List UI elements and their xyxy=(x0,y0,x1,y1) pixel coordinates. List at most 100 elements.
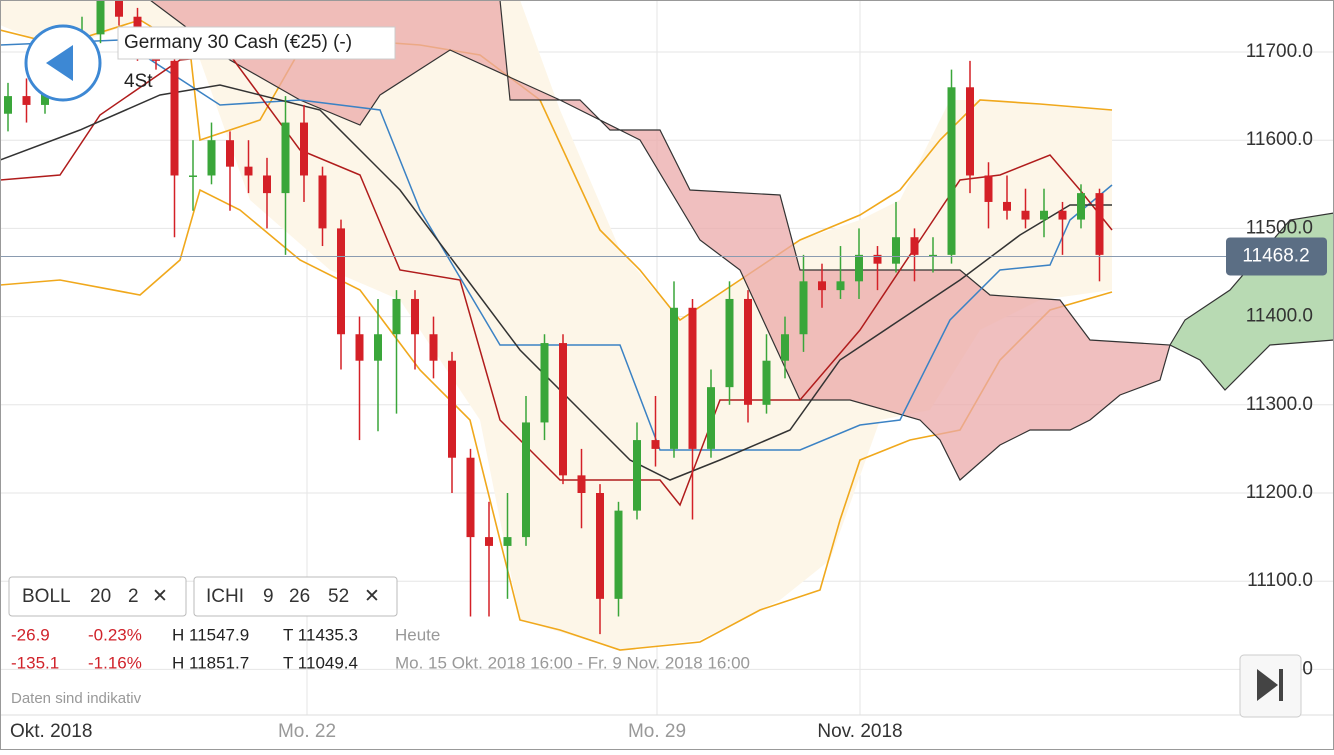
candle-body xyxy=(1003,201,1011,211)
candle-body xyxy=(189,175,197,177)
candle-body xyxy=(466,457,475,538)
y-tick-label: 11400.0 xyxy=(1246,306,1313,327)
y-tick-label: 11600.0 xyxy=(1246,129,1313,150)
y-tick-label: 11700.0 xyxy=(1246,41,1313,62)
candle-body xyxy=(984,175,993,202)
candle-body xyxy=(855,254,863,282)
candles xyxy=(4,0,1104,635)
change: -26.9 xyxy=(11,625,50,644)
candle-body xyxy=(873,254,882,264)
candle-body xyxy=(4,96,12,114)
candle-body xyxy=(281,122,290,194)
chip-name[interactable]: ICHI xyxy=(206,586,244,607)
candle-body xyxy=(115,0,123,17)
change-pct: -0.23% xyxy=(88,625,142,644)
bollinger-band xyxy=(0,0,1112,650)
candle-body xyxy=(744,298,752,405)
chip-name[interactable]: BOLL xyxy=(22,586,71,607)
back-button[interactable] xyxy=(24,24,102,102)
candle-body xyxy=(503,537,512,546)
candle-body xyxy=(781,334,789,361)
candle-body xyxy=(947,87,956,255)
y-axis: 11700.0 11600.0 11500.0 11400.0 11300.0 11200… xyxy=(0,41,1327,679)
title-box xyxy=(117,26,396,60)
candle-body xyxy=(892,237,900,264)
ichimoku-cloud-red xyxy=(149,0,1171,481)
candle-body xyxy=(688,307,697,449)
indicator-chip[interactable]: BOLL 20 2 ✕ xyxy=(8,576,187,617)
candle-body xyxy=(559,343,567,476)
candle-body xyxy=(244,166,253,176)
candle-body xyxy=(1040,210,1048,220)
candle-body xyxy=(633,440,641,511)
candle-body xyxy=(929,254,937,257)
chip-close[interactable]: ✕ xyxy=(364,586,380,607)
candle-body xyxy=(762,360,771,405)
y-tick-label: 11100.0 xyxy=(1247,570,1313,591)
candle-body xyxy=(1077,193,1085,220)
chip-param[interactable]: 26 xyxy=(289,586,310,607)
chip-box[interactable] xyxy=(8,576,187,617)
indicator-chip[interactable]: ICHI 9 26 52 ✕ xyxy=(193,576,398,617)
x-tick-label: Mo. 22 xyxy=(278,721,336,742)
candle-body xyxy=(818,281,826,291)
high: H 11547.9 xyxy=(172,625,249,644)
y-tick-label: 11500.0 xyxy=(1246,217,1313,238)
candle-body xyxy=(799,281,808,335)
chip-box[interactable] xyxy=(193,576,398,617)
candle-body xyxy=(170,60,179,176)
chip-param[interactable]: 2 xyxy=(128,586,139,607)
x-tick-label: Okt. 2018 xyxy=(10,721,92,742)
x-tick-label: Mo. 29 xyxy=(628,721,686,742)
candle-body xyxy=(1021,210,1030,220)
candle-body xyxy=(670,307,678,449)
change-pct: -1.16% xyxy=(88,653,142,672)
candle-body xyxy=(1058,210,1067,220)
interval: 4St xyxy=(124,71,153,92)
candle-body xyxy=(355,334,364,361)
change: -135.1 xyxy=(11,653,59,672)
y-tick-label: 0 xyxy=(1302,658,1313,679)
kijun-line xyxy=(0,39,1113,451)
candle-body xyxy=(448,360,456,458)
last-price-tag xyxy=(1226,237,1327,276)
y-tick-label: 11200.0 xyxy=(1246,482,1313,503)
chikou-line xyxy=(0,84,1112,481)
skip-bar[interactable] xyxy=(1279,669,1283,701)
candle-body xyxy=(910,237,919,255)
candle-body xyxy=(392,298,401,335)
chip-param[interactable]: 52 xyxy=(328,586,349,607)
candle-body xyxy=(836,281,845,291)
stats: -26.9 -0.23% H 11547.9 T 11435.3 Heute -135.1… xyxy=(11,625,750,672)
candle-body xyxy=(966,87,974,176)
chip-close[interactable]: ✕ xyxy=(152,586,168,607)
back-arrow[interactable] xyxy=(46,45,73,81)
skip-end-button[interactable] xyxy=(1239,654,1302,718)
candle-body xyxy=(522,422,530,538)
period: Heute xyxy=(395,625,440,644)
candle-body xyxy=(1095,193,1104,255)
last-price-label: 11468.2 xyxy=(1242,245,1309,266)
low: T 11435.3 xyxy=(283,625,358,644)
x-tick-label: Nov. 2018 xyxy=(817,721,902,742)
high: H 11851.7 xyxy=(172,653,249,672)
candle-body xyxy=(226,140,234,167)
bollinger-lower xyxy=(0,188,1113,651)
candle-body xyxy=(540,343,549,423)
candle-body xyxy=(337,228,345,335)
chip-param[interactable]: 9 xyxy=(263,586,274,607)
candle-body xyxy=(651,440,660,449)
skip-arrow[interactable] xyxy=(1257,669,1278,701)
chip-param[interactable]: 20 xyxy=(90,586,111,607)
bollinger-upper xyxy=(0,19,1113,322)
candle-body xyxy=(96,0,105,35)
candle-body xyxy=(725,298,734,388)
instrument-name: Germany 30 Cash (€25) (-) xyxy=(124,32,352,53)
candle-body xyxy=(596,493,604,599)
candle-body xyxy=(429,334,438,361)
candle-body xyxy=(263,175,271,194)
period: Mo. 15 Okt. 2018 16:00 - Fr. 9 Nov. 2018… xyxy=(395,653,750,672)
low: T 11049.4 xyxy=(283,653,358,672)
candle-body xyxy=(207,140,216,176)
